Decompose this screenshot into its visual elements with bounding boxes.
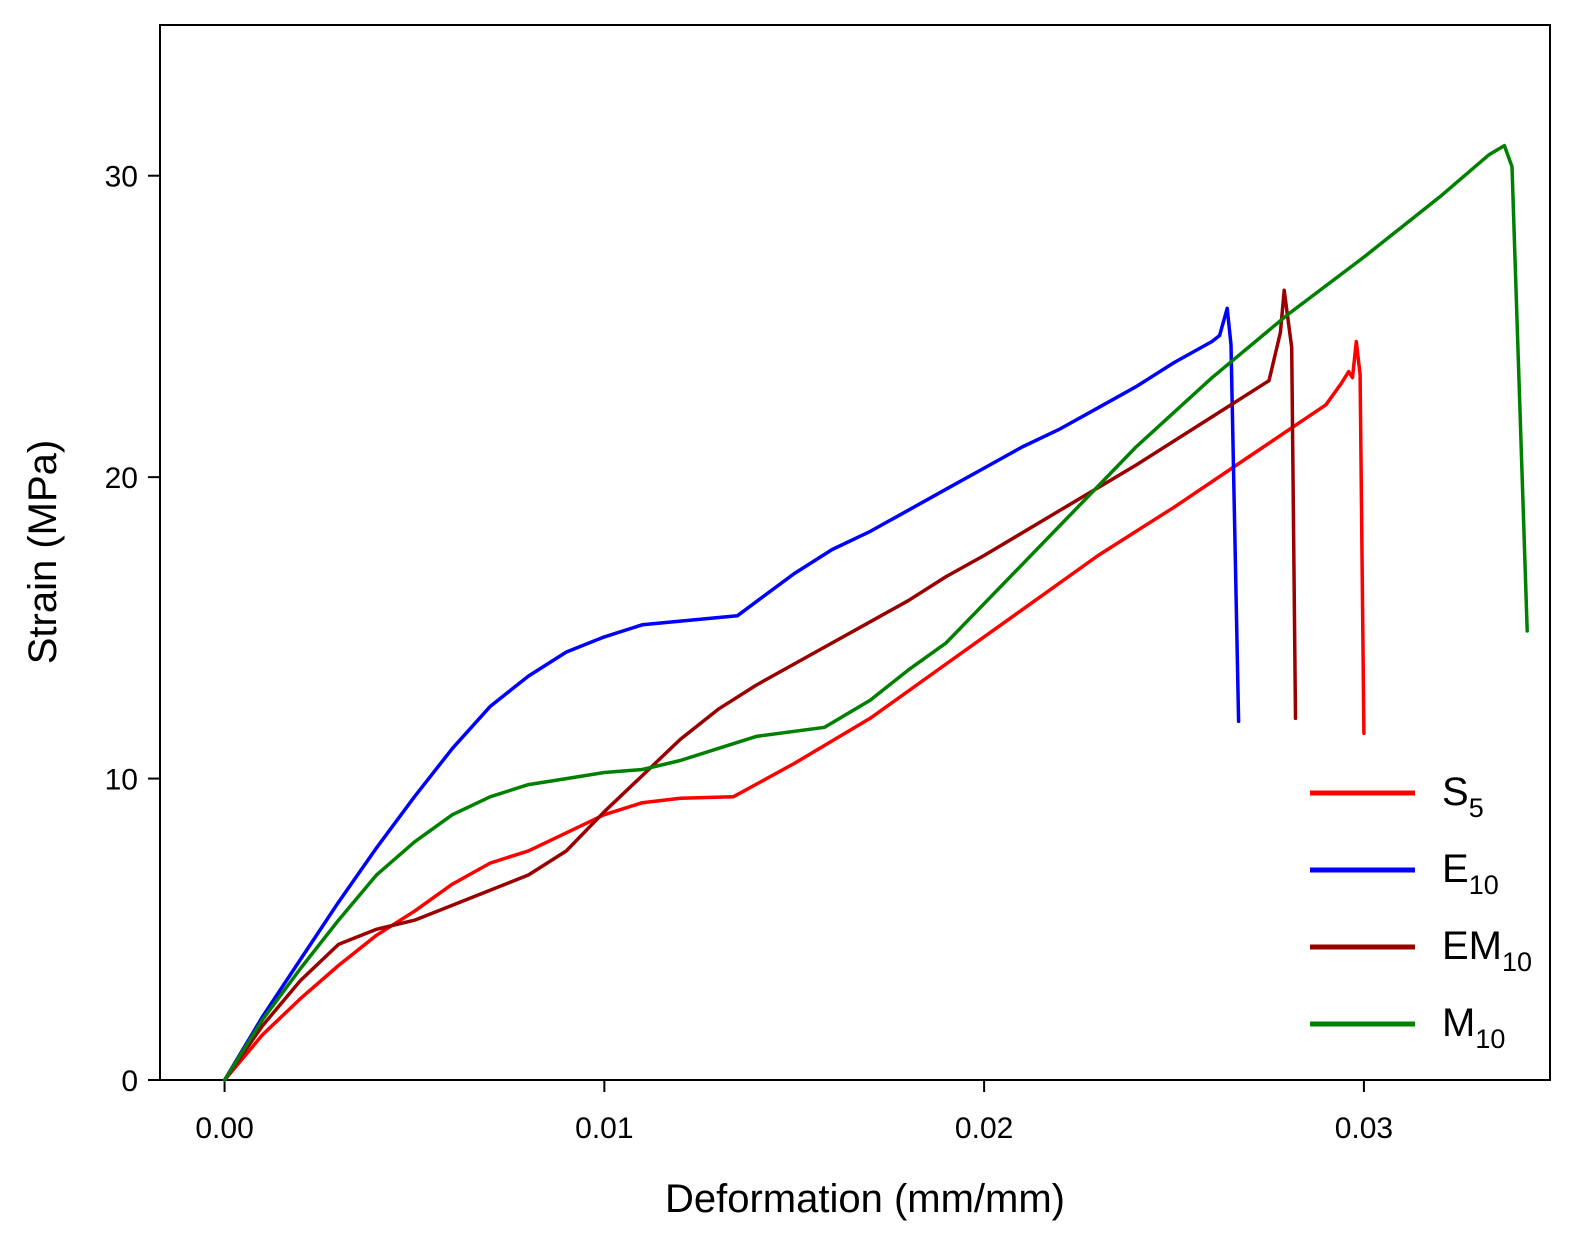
- legend-label-em10: EM10: [1442, 924, 1532, 977]
- axis-ticks: 0.00 0.01 0.02 0.03 0 10 20 30: [105, 161, 1393, 1145]
- y-tick-label: 20: [105, 462, 138, 495]
- x-tick-label: 0.00: [195, 1112, 253, 1145]
- series-line-m10: [222, 143, 1529, 1082]
- y-tick-label: 0: [121, 1065, 138, 1098]
- x-tick-label: 0.03: [1335, 1112, 1393, 1145]
- y-tick-label: 30: [105, 161, 138, 194]
- legend-label-s5: S5: [1442, 770, 1484, 823]
- legend-label-m10: M10: [1442, 1001, 1505, 1054]
- y-tick-label: 10: [105, 764, 138, 797]
- y-axis-title: Strain (MPa): [21, 440, 65, 665]
- x-axis-title: Deformation (mm/mm): [665, 1177, 1065, 1221]
- x-tick-label: 0.01: [575, 1112, 633, 1145]
- series-layer: [222, 143, 1529, 1082]
- series-line-em10: [222, 288, 1298, 1082]
- plot-frame: [159, 24, 1551, 1081]
- legend-label-e10: E10: [1442, 847, 1499, 900]
- series-line-e10: [222, 306, 1241, 1082]
- legend: S5 E10 EM10 M10: [1310, 770, 1532, 1054]
- series-line-s5: [222, 339, 1366, 1082]
- x-tick-label: 0.02: [955, 1112, 1013, 1145]
